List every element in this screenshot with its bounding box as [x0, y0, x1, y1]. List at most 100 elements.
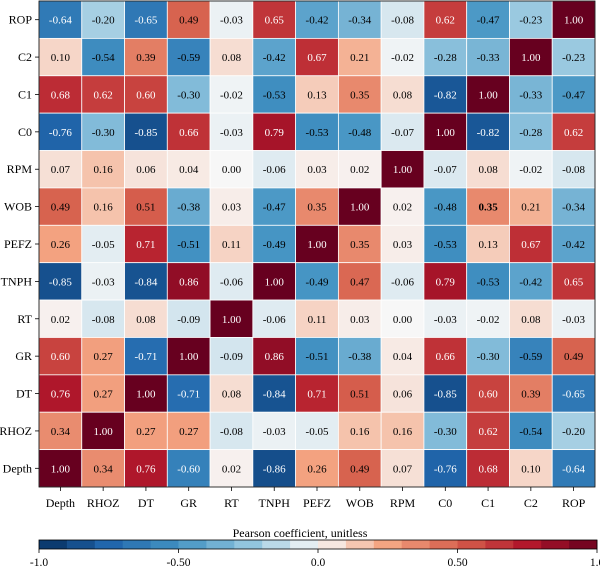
cell-value-label: 0.02 [393, 202, 412, 214]
column-tick-label: GR [180, 496, 197, 510]
cell-value-label: -0.53 [306, 127, 329, 139]
cell-value-label: 0.35 [478, 202, 498, 214]
heatmap-cell [423, 75, 468, 114]
cell-value-label: 0.39 [521, 389, 541, 401]
cell-value-label: 0.26 [51, 239, 71, 251]
heatmap-cell [124, 337, 168, 376]
cell-value-label: -0.59 [519, 351, 542, 363]
cell-value-label: -0.54 [519, 426, 542, 438]
heatmap-cell [166, 37, 211, 77]
heatmap-cell [252, 37, 297, 77]
heatmap-cell [124, 37, 168, 77]
cell-value-label: 0.71 [136, 239, 155, 251]
heatmap-cell [81, 337, 125, 376]
cell-value-label: -0.85 [434, 389, 457, 401]
cell-value-label: 0.13 [478, 239, 498, 251]
heatmap-cell [38, 0, 83, 39]
cell-value-label: -0.30 [177, 89, 200, 101]
cell-value-label: 0.11 [308, 314, 327, 326]
cell-value-label: -0.28 [434, 52, 457, 64]
row-tick-label: ROP [9, 13, 33, 27]
heatmap-cell [38, 374, 83, 413]
heatmap-cell [252, 337, 297, 376]
cell-value-label: -0.03 [220, 127, 243, 139]
cell-value-label: 0.65 [564, 276, 584, 288]
cell-value-label: 0.49 [350, 463, 370, 475]
row-tick-label: GR [15, 349, 32, 363]
heatmap-cell [209, 411, 254, 451]
cell-value-label: -0.28 [519, 127, 542, 139]
cell-value-label: -0.42 [306, 15, 329, 27]
colorbar-segment [290, 540, 319, 549]
cell-value-label: 0.67 [307, 52, 327, 64]
heatmap-cell [124, 299, 168, 338]
heatmap-cell [337, 187, 382, 226]
cell-value-label: -0.03 [220, 15, 243, 27]
heatmap-cell [337, 411, 382, 451]
colorbar-segment [429, 540, 458, 549]
heatmap-cell [337, 37, 382, 77]
cell-value-label: 0.76 [51, 389, 71, 401]
heatmap-cell [509, 150, 553, 189]
cell-value-label: 0.66 [436, 351, 456, 363]
colorbar-tick-label: 0.0 [311, 557, 326, 566]
heatmap-cell [81, 150, 125, 189]
heatmap-cell [380, 411, 425, 451]
cell-value-label: 1.00 [94, 426, 114, 438]
heatmap-cell [81, 187, 125, 226]
cell-value-label: 0.65 [265, 15, 285, 27]
row-axis: ROP C2 C1 C0 RPM WOB PEFZ TNPH RT GR DT RHOZ Depth [0, 13, 39, 475]
heatmap-cell [466, 112, 510, 151]
heatmap-cell [509, 299, 553, 338]
cell-value-label: 0.35 [307, 202, 327, 214]
cell-value-label: 0.76 [136, 463, 156, 475]
heatmap-cell [337, 0, 382, 39]
row-tick-label: C2 [18, 50, 32, 64]
cell-value-label: 0.60 [136, 89, 156, 101]
row-tick-label: Depth [3, 461, 32, 475]
cell-value-label: 0.62 [94, 89, 113, 101]
cell-value-label: -0.38 [177, 202, 200, 214]
heatmap-cell [252, 112, 297, 151]
cell-value-label: -0.03 [92, 276, 115, 288]
cell-value-label: -0.82 [434, 89, 457, 101]
heatmap-cell [209, 449, 254, 488]
cell-value-label: -0.51 [306, 351, 329, 363]
heatmap-cell [166, 187, 211, 226]
heatmap-cell [509, 411, 553, 451]
cell-value-label: 1.00 [393, 164, 413, 176]
cell-value-label: 0.06 [393, 389, 413, 401]
heatmap-cell [166, 150, 211, 189]
colorbar-segment [122, 540, 151, 549]
heatmap-cell [295, 150, 339, 189]
heatmap-cell [38, 37, 83, 77]
cell-value-label: -0.33 [519, 89, 542, 101]
cell-value-label: 0.27 [136, 426, 156, 438]
heatmap-cell [124, 187, 168, 226]
row-tick-label: C1 [18, 87, 32, 101]
heatmap-cell [466, 187, 510, 226]
cell-value-label: 0.35 [350, 89, 370, 101]
heatmap-cell [209, 262, 254, 301]
cell-value-label: 0.04 [393, 351, 413, 363]
heatmap-cell [166, 262, 211, 301]
cell-value-label: 0.03 [222, 202, 242, 214]
cell-value-label: -0.03 [562, 314, 585, 326]
cell-value-label: 0.27 [94, 389, 114, 401]
heatmap-cell [466, 262, 510, 301]
cell-value-label: 0.49 [179, 15, 199, 27]
cell-value-label: -0.06 [263, 164, 286, 176]
heatmap-cell [38, 224, 83, 264]
cell-value-label: 0.35 [350, 239, 370, 251]
colorbar: -1.0 -0.50 0.0 0.50 1.0 [30, 539, 600, 566]
column-axis: Depth RHOZ DT GR RT TNPH PEFZ WOB RPM C0 C1 C2 ROP [46, 487, 586, 510]
row-tick-label: RT [17, 312, 32, 326]
heatmap-cell [295, 112, 339, 151]
cell-value-label: 0.10 [521, 463, 541, 475]
heatmap-cell [423, 37, 468, 77]
heatmap-cell [337, 262, 382, 301]
colorbar-segment [178, 540, 207, 549]
cell-value-label: 0.39 [136, 52, 156, 64]
heatmap-cell [252, 262, 297, 301]
